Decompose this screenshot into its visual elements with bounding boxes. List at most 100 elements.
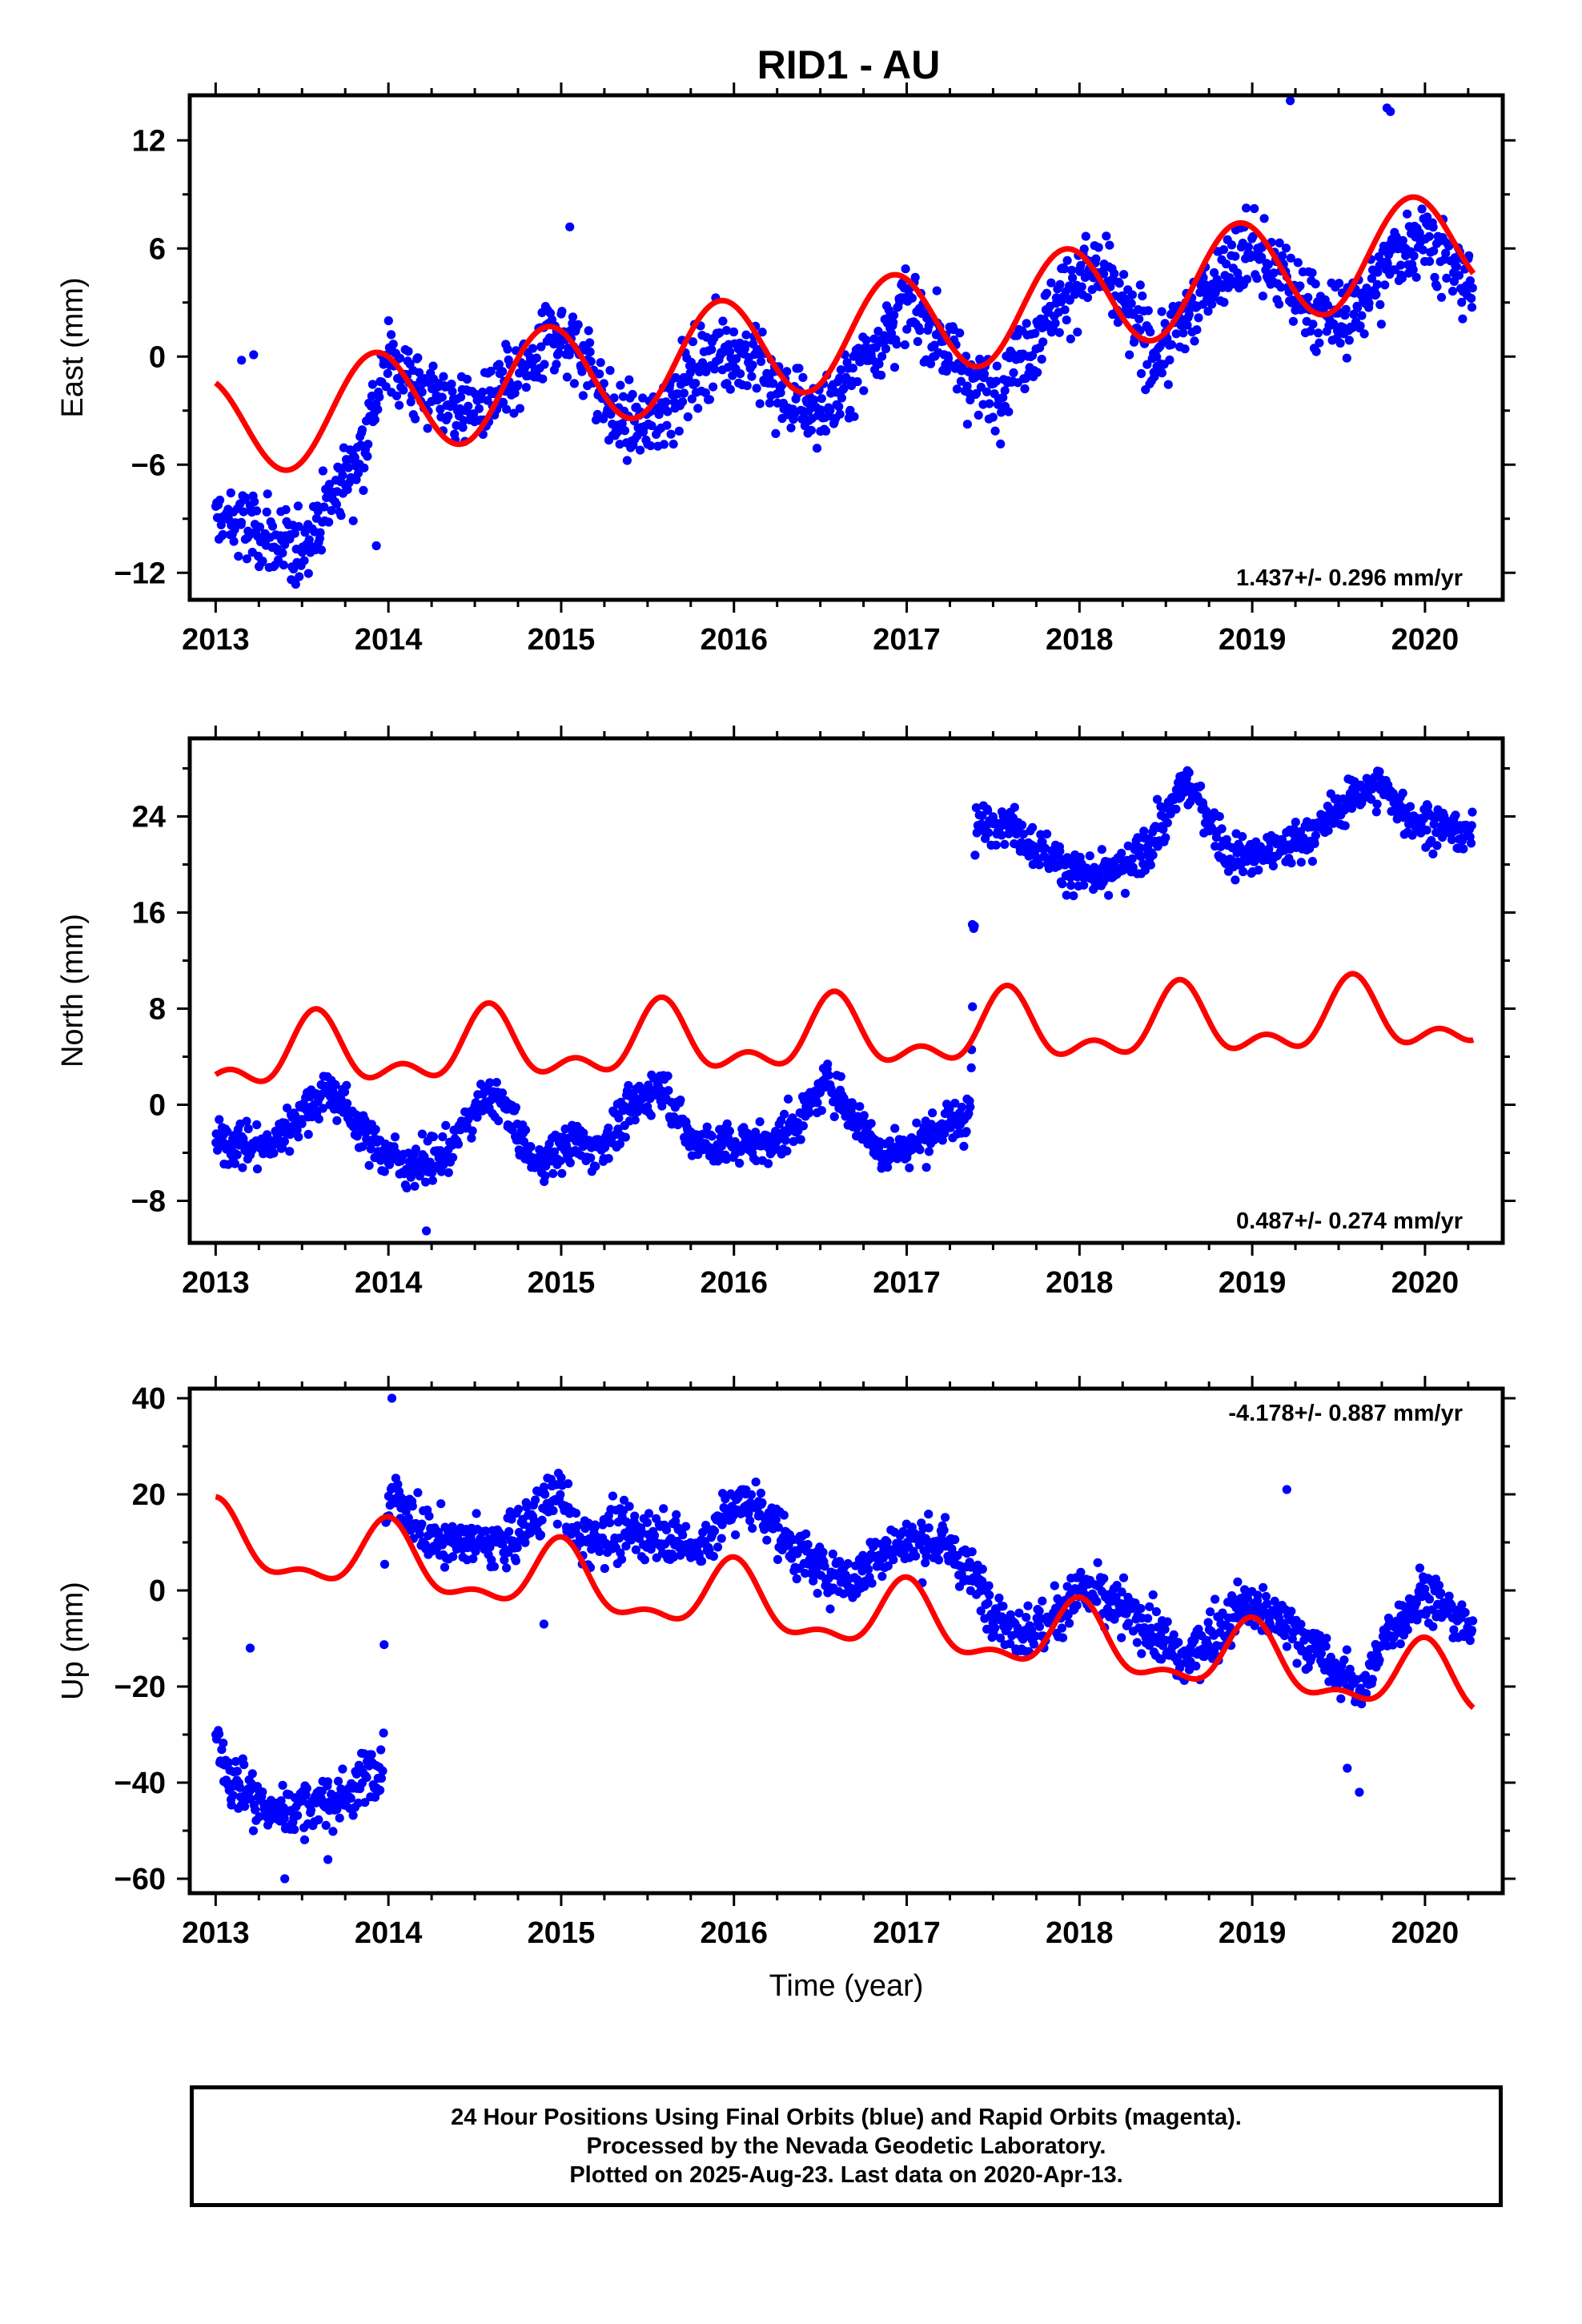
data-point bbox=[835, 409, 845, 419]
data-point bbox=[512, 1542, 522, 1553]
data-point bbox=[1072, 1601, 1082, 1610]
data-point bbox=[926, 359, 936, 368]
data-point bbox=[1349, 309, 1359, 320]
x-tick-label: 2013 bbox=[182, 1916, 250, 1950]
data-point bbox=[1307, 857, 1317, 866]
data-point-outlier bbox=[1343, 1763, 1352, 1773]
data-point bbox=[988, 412, 998, 422]
x-tick-label: 2015 bbox=[528, 1916, 596, 1950]
data-point bbox=[1191, 1661, 1201, 1671]
data-point bbox=[1266, 1620, 1275, 1630]
data-point bbox=[717, 1141, 726, 1151]
data-point bbox=[238, 1163, 247, 1172]
data-point bbox=[573, 320, 583, 329]
data-point bbox=[839, 384, 849, 393]
data-point bbox=[508, 1536, 518, 1546]
y-tick-label: 24 bbox=[132, 801, 166, 834]
data-point bbox=[411, 1144, 421, 1154]
data-point bbox=[1094, 243, 1103, 252]
data-point bbox=[232, 1767, 242, 1776]
data-point bbox=[1306, 327, 1315, 336]
data-point bbox=[1161, 833, 1170, 842]
data-point bbox=[1148, 850, 1158, 860]
data-point bbox=[1464, 251, 1474, 260]
data-point bbox=[557, 307, 567, 316]
data-point bbox=[659, 440, 669, 449]
data-point bbox=[676, 1096, 685, 1105]
data-point bbox=[1066, 881, 1076, 891]
data-point bbox=[1355, 321, 1365, 331]
data-point bbox=[1316, 1649, 1326, 1659]
data-point bbox=[1329, 319, 1339, 328]
data-point bbox=[728, 371, 737, 380]
data-point bbox=[509, 408, 519, 418]
x-tick-label: 2019 bbox=[1219, 1916, 1287, 1950]
data-point bbox=[1004, 407, 1014, 416]
data-point bbox=[883, 1561, 893, 1570]
data-point bbox=[252, 1164, 263, 1174]
data-point bbox=[992, 361, 1002, 371]
y-tick-label: 0 bbox=[149, 340, 166, 374]
y-tick-label: 0 bbox=[149, 1574, 166, 1608]
data-point bbox=[614, 1534, 624, 1543]
data-point bbox=[945, 1104, 954, 1114]
data-point bbox=[327, 505, 336, 516]
data-point bbox=[1408, 265, 1418, 275]
data-point bbox=[812, 444, 822, 453]
data-point bbox=[1430, 272, 1439, 282]
data-point bbox=[234, 552, 243, 561]
data-point bbox=[976, 1606, 986, 1616]
plot-area-east bbox=[211, 96, 1477, 589]
data-point bbox=[624, 1080, 633, 1091]
data-point bbox=[404, 347, 413, 356]
data-point bbox=[439, 372, 448, 381]
panel-north: 2013 2014 2015 2016 2017 2018 2019 2020−8081624… bbox=[56, 726, 1516, 1300]
data-point bbox=[1138, 292, 1147, 301]
data-point bbox=[889, 318, 898, 328]
data-point bbox=[609, 393, 619, 403]
data-point bbox=[1062, 316, 1071, 325]
data-point bbox=[1135, 843, 1145, 853]
data-point bbox=[285, 1130, 295, 1140]
data-point bbox=[1322, 1634, 1331, 1643]
data-point bbox=[1073, 328, 1082, 337]
data-point bbox=[1042, 829, 1052, 838]
data-point bbox=[825, 1604, 835, 1614]
data-point bbox=[1468, 283, 1477, 293]
data-point bbox=[681, 1522, 691, 1531]
data-point bbox=[424, 1511, 434, 1521]
data-point bbox=[630, 1116, 640, 1125]
data-point bbox=[279, 561, 288, 570]
data-point bbox=[1444, 1591, 1454, 1601]
data-point bbox=[1143, 1614, 1153, 1623]
data-point bbox=[1128, 862, 1138, 872]
data-point bbox=[215, 495, 225, 505]
data-point-outlier bbox=[1386, 107, 1395, 116]
data-point bbox=[836, 1072, 845, 1081]
data-point bbox=[642, 1518, 652, 1527]
data-point bbox=[817, 1106, 826, 1116]
data-point bbox=[515, 404, 525, 413]
data-point bbox=[1417, 204, 1427, 214]
data-point bbox=[636, 445, 645, 455]
data-point bbox=[751, 1478, 761, 1487]
data-point bbox=[1447, 287, 1458, 296]
data-point bbox=[1372, 279, 1382, 289]
data-point bbox=[1192, 325, 1202, 335]
data-point bbox=[556, 1490, 565, 1499]
data-point bbox=[540, 1171, 550, 1180]
data-point bbox=[1395, 1639, 1405, 1649]
data-point bbox=[291, 580, 300, 589]
data-point bbox=[1105, 240, 1114, 250]
x-tick-label: 2015 bbox=[528, 1266, 596, 1300]
data-point bbox=[319, 502, 329, 512]
data-point bbox=[511, 1103, 521, 1112]
data-point bbox=[725, 1126, 735, 1136]
data-point bbox=[885, 1136, 894, 1146]
plot-frame bbox=[187, 93, 1505, 602]
data-point bbox=[990, 1623, 1000, 1633]
data-point bbox=[686, 357, 697, 368]
data-point bbox=[859, 386, 869, 396]
data-point bbox=[247, 1769, 257, 1779]
data-point bbox=[387, 330, 396, 340]
